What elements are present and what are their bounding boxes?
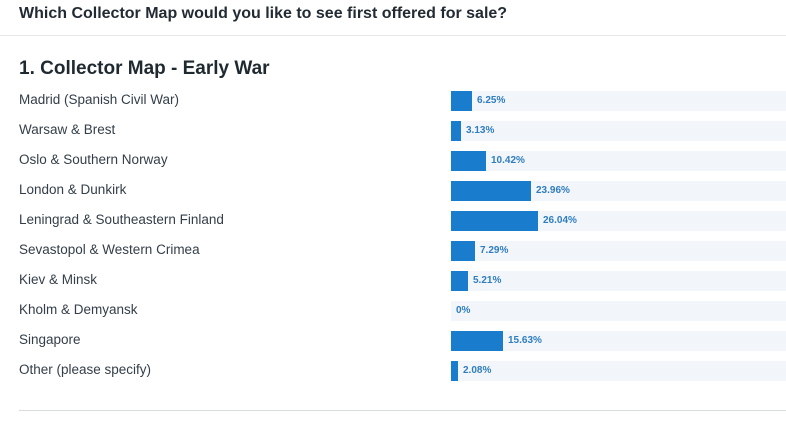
percent-label: 0% (456, 305, 471, 316)
percent-label: 3.13% (466, 125, 495, 136)
bar-track: 15.63% (451, 331, 786, 351)
category-label: Sevastopol & Western Crimea (19, 242, 200, 257)
question-title: Which Collector Map would you like to se… (19, 5, 508, 22)
bar (451, 151, 486, 171)
bar (451, 181, 531, 201)
divider (19, 410, 786, 411)
bar (451, 91, 472, 111)
category-label: Kiev & Minsk (19, 272, 98, 287)
bar-row: Warsaw & Brest 3.13% (0, 116, 786, 146)
percent-label: 26.04% (543, 215, 577, 226)
bar-track: 10.42% (451, 151, 786, 171)
percent-label: 10.42% (491, 155, 525, 166)
bar (451, 271, 468, 291)
category-label: Kholm & Demyansk (19, 302, 138, 317)
bar-track: 6.25% (451, 91, 786, 111)
percent-label: 5.21% (473, 275, 502, 286)
bar-track: 5.21% (451, 271, 786, 291)
category-label: Warsaw & Brest (19, 122, 116, 137)
bar-row: Singapore 15.63% (0, 326, 786, 356)
bar-track: 2.08% (451, 361, 786, 381)
chart-title: 1. Collector Map - Early War (19, 58, 270, 79)
bar-track: 0% (451, 301, 786, 321)
bar-track: 23.96% (451, 181, 786, 201)
bar (451, 211, 538, 231)
bar-track: 26.04% (451, 211, 786, 231)
bar (451, 361, 458, 381)
category-label: Singapore (19, 332, 81, 347)
percent-label: 15.63% (508, 335, 542, 346)
question-header: Which Collector Map would you like to se… (0, 0, 786, 36)
bar-row: Kholm & Demyansk 0% (0, 296, 786, 326)
bar-row: Oslo & Southern Norway 10.42% (0, 146, 786, 176)
percent-label: 23.96% (536, 185, 570, 196)
percent-label: 7.29% (480, 245, 509, 256)
bar-chart: Madrid (Spanish Civil War) 6.25% Warsaw & … (0, 86, 786, 386)
bar-row: London & Dunkirk 23.96% (0, 176, 786, 206)
percent-label: 2.08% (463, 365, 492, 376)
bar-row: Madrid (Spanish Civil War) 6.25% (0, 86, 786, 116)
category-label: Leningrad & Southeastern Finland (19, 212, 224, 227)
category-label: Oslo & Southern Norway (19, 152, 168, 167)
category-label: London & Dunkirk (19, 182, 127, 197)
bar (451, 121, 461, 141)
category-label: Madrid (Spanish Civil War) (19, 92, 180, 107)
bar-track: 7.29% (451, 241, 786, 261)
bar (451, 241, 475, 261)
bar-row: Sevastopol & Western Crimea 7.29% (0, 236, 786, 266)
category-label: Other (please specify) (19, 362, 152, 377)
bar-row: Other (please specify) 2.08% (0, 356, 786, 386)
bar-row: Leningrad & Southeastern Finland 26.04% (0, 206, 786, 236)
bar (451, 331, 503, 351)
percent-label: 6.25% (477, 95, 506, 106)
bar-track: 3.13% (451, 121, 786, 141)
bar-row: Kiev & Minsk 5.21% (0, 266, 786, 296)
